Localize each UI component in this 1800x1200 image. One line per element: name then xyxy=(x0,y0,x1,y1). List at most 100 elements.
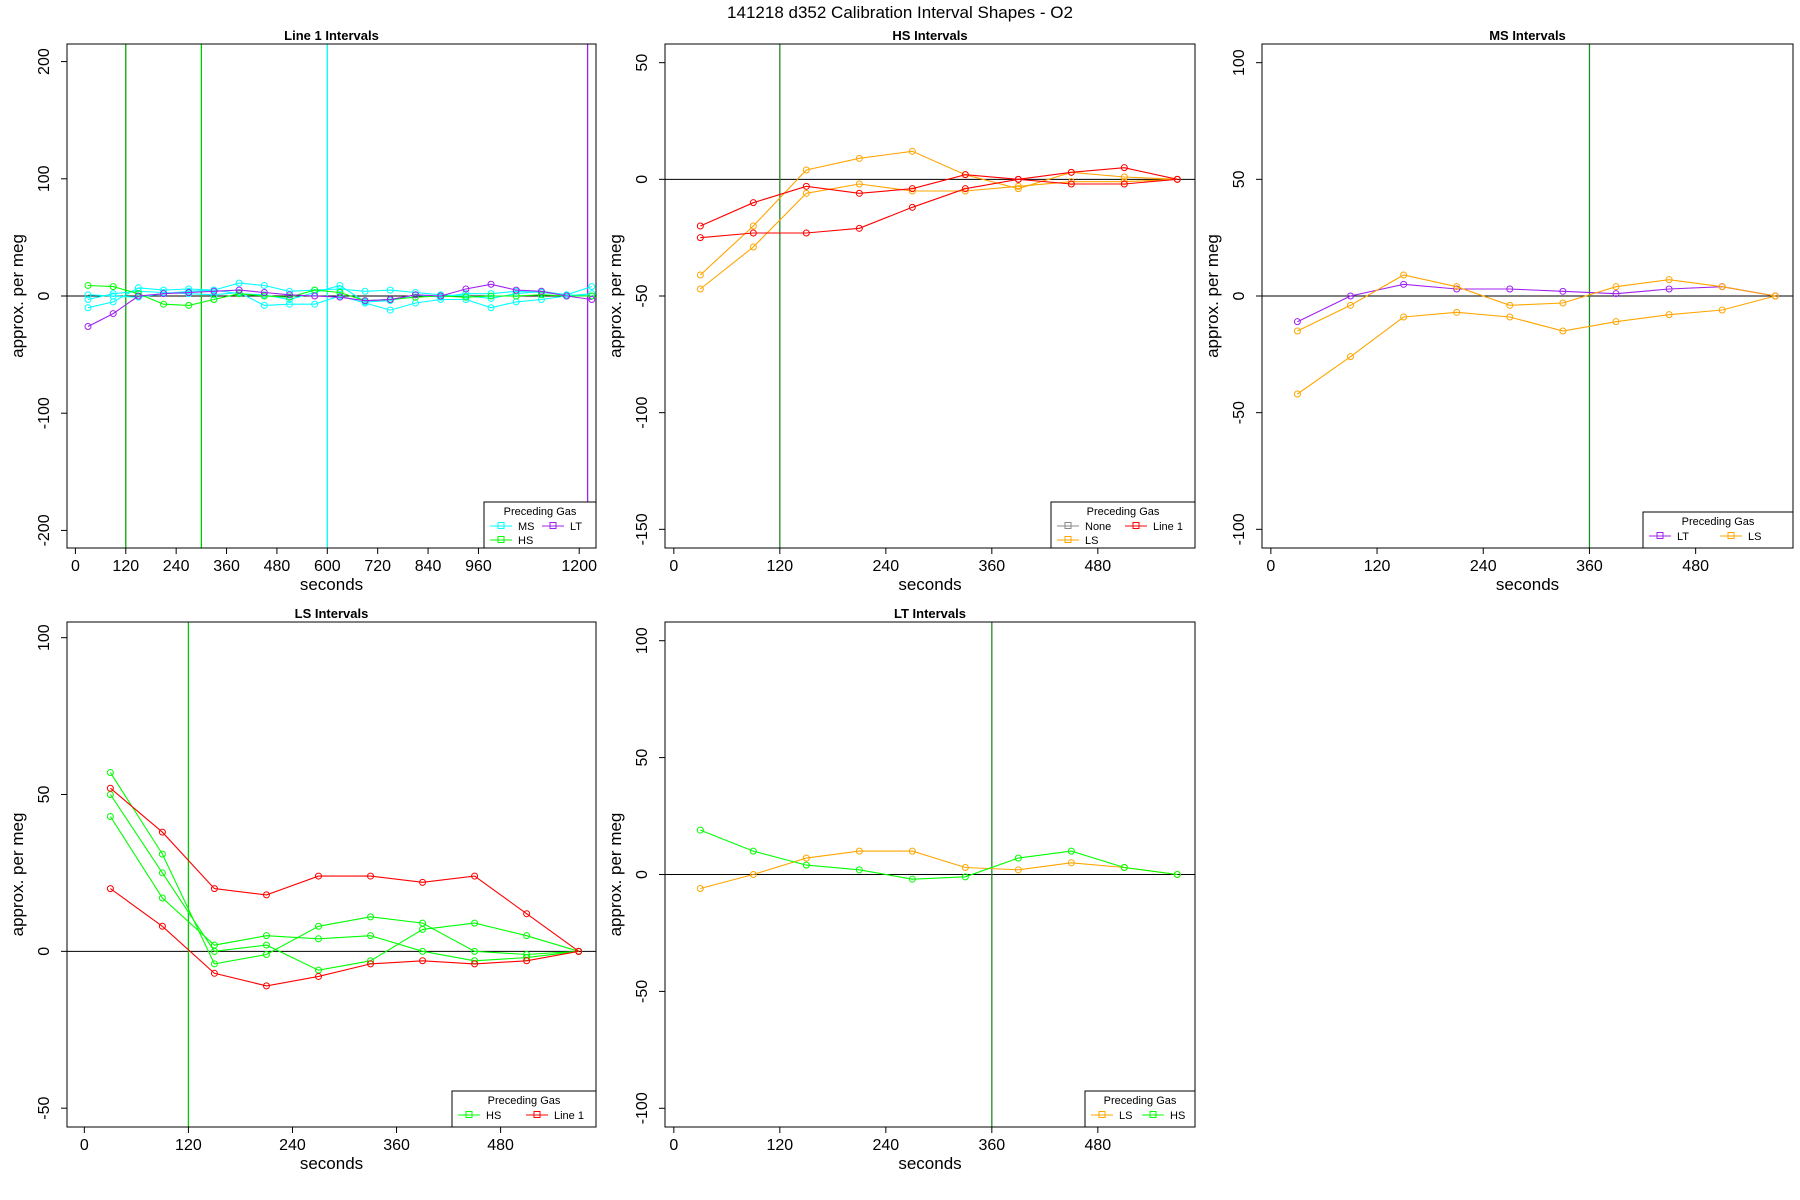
data-point xyxy=(106,769,114,777)
y-tick-label: -50 xyxy=(36,1097,53,1120)
legend-swatch-marker xyxy=(549,522,557,529)
y-tick-label: 0 xyxy=(36,947,53,956)
data-point xyxy=(106,812,114,820)
data-point xyxy=(802,182,810,190)
data-point xyxy=(210,960,218,968)
data-point xyxy=(1293,390,1301,398)
legend-entry: None xyxy=(1057,521,1111,533)
panel-title: LS Intervals xyxy=(295,606,369,621)
y-tick-label: -50 xyxy=(634,284,651,307)
data-point xyxy=(235,286,243,294)
legend: Preceding Gas LT LS xyxy=(1642,511,1794,549)
x-axis-title: seconds xyxy=(300,575,363,594)
data-point xyxy=(386,306,394,314)
data-point xyxy=(802,189,810,197)
x-tick-label: 720 xyxy=(364,558,391,575)
data-point xyxy=(311,300,319,308)
data-point xyxy=(1718,306,1726,314)
series-line xyxy=(1297,295,1776,395)
x-tick-label: 120 xyxy=(1364,558,1391,575)
data-point xyxy=(961,185,969,193)
data-point xyxy=(1067,847,1075,855)
series-line xyxy=(87,284,592,306)
legend-swatch-marker xyxy=(1132,522,1140,529)
plot-frame xyxy=(664,43,1196,549)
series-line xyxy=(700,829,1178,880)
data-point xyxy=(411,293,419,301)
data-point xyxy=(908,203,916,211)
data-point xyxy=(487,294,495,302)
legend-entry: MS xyxy=(490,521,535,533)
legend-label: Line 1 xyxy=(1153,521,1183,533)
data-point xyxy=(262,891,270,899)
data-point xyxy=(158,869,166,877)
data-point xyxy=(749,847,757,855)
x-tick-label: 360 xyxy=(1576,558,1603,575)
x-tick-label: 240 xyxy=(872,558,899,575)
series-line xyxy=(109,772,579,965)
x-tick-label: 360 xyxy=(213,558,240,575)
data-point xyxy=(262,941,270,949)
data-point xyxy=(210,969,218,977)
data-point xyxy=(411,291,419,299)
panel-title: MS Intervals xyxy=(1489,28,1566,43)
legend-label: LT xyxy=(570,521,582,533)
data-point xyxy=(1400,280,1408,288)
data-point xyxy=(802,166,810,174)
data-point xyxy=(1120,173,1128,181)
data-point xyxy=(1067,178,1075,186)
data-point xyxy=(1612,318,1620,326)
data-point xyxy=(210,287,218,295)
data-point xyxy=(1665,276,1673,284)
data-point xyxy=(537,296,545,304)
data-point xyxy=(210,296,218,304)
data-point xyxy=(260,288,268,296)
data-point xyxy=(1612,290,1620,298)
y-tick-label: -100 xyxy=(1231,513,1248,545)
data-point xyxy=(961,863,969,871)
y-tick-label: 50 xyxy=(634,749,651,767)
data-point xyxy=(262,982,270,990)
data-point xyxy=(855,180,863,188)
legend-swatch-marker xyxy=(1098,1111,1106,1118)
data-point xyxy=(512,290,520,298)
y-tick-label: -100 xyxy=(634,1092,651,1124)
series-1 xyxy=(106,769,583,968)
data-point xyxy=(158,894,166,902)
x-tick-label: 0 xyxy=(669,558,678,575)
data-point xyxy=(749,199,757,207)
data-point xyxy=(1506,301,1514,309)
data-point xyxy=(1014,185,1022,193)
x-tick-label: 0 xyxy=(1266,558,1275,575)
data-point xyxy=(749,229,757,237)
legend-entry: HS xyxy=(1142,1110,1185,1122)
data-point xyxy=(262,932,270,940)
data-point xyxy=(367,913,375,921)
data-point xyxy=(696,285,704,293)
legend-box xyxy=(1084,1090,1196,1128)
data-point xyxy=(1067,168,1075,176)
data-point xyxy=(1293,327,1301,335)
data-point xyxy=(419,957,427,965)
y-tick-label: -50 xyxy=(1231,401,1248,424)
data-point xyxy=(462,285,470,293)
data-point xyxy=(210,885,218,893)
x-tick-label: 480 xyxy=(1084,1137,1111,1154)
data-point xyxy=(84,304,92,312)
data-point xyxy=(1453,283,1461,291)
data-point xyxy=(802,229,810,237)
data-point xyxy=(437,292,445,300)
data-point xyxy=(537,287,545,295)
legend-entry: Line 1 xyxy=(526,1110,584,1122)
series-line xyxy=(699,178,1178,290)
legend-swatch-marker xyxy=(1149,1111,1157,1118)
legend-title: Preceding Gas xyxy=(1104,1095,1177,1107)
y-axis-title: approx. per meg xyxy=(8,234,27,358)
data-point xyxy=(106,885,114,893)
data-point xyxy=(1665,285,1673,293)
series-4 xyxy=(106,784,583,955)
data-point xyxy=(1014,175,1022,183)
data-point xyxy=(361,297,369,305)
panels-group: Line 1 Intervals 0 120 240 360 480 600 720 840 96… xyxy=(8,28,1794,1173)
